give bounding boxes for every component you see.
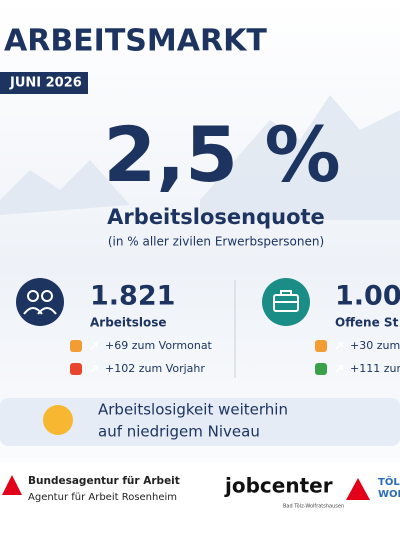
- change-arrow: [335, 365, 343, 373]
- change-icon: [315, 340, 327, 352]
- stat-label: Offene St: [335, 316, 399, 330]
- people-icon: [16, 278, 64, 326]
- headline-label: Arbeitslosenquote: [107, 205, 325, 229]
- banner: [0, 398, 400, 446]
- change-icon: [315, 363, 327, 375]
- mountains-left: [0, 160, 130, 215]
- badge: [0, 72, 88, 94]
- footer: [0, 462, 400, 533]
- people-glyph: [23, 290, 57, 315]
- job-glyph: [273, 290, 299, 312]
- banner-text: auf niedrigem Niveau: [98, 423, 260, 441]
- stat-label: Arbeitslose: [90, 316, 167, 330]
- change-text: +30 zum V: [350, 339, 400, 352]
- jobcenter: jobcenter: [224, 474, 333, 498]
- change-icon: [70, 340, 82, 352]
- change-text: +69 zum Vormonat: [105, 339, 213, 352]
- change-icon: [70, 363, 82, 375]
- agency: Bundesagentur für Arbeit: [28, 475, 180, 487]
- sun-icon: [43, 405, 73, 435]
- change-text: +102 zum Vorjahr: [105, 362, 205, 375]
- jobcenter-region: Bad Tölz-Wolfratshausen: [283, 504, 344, 510]
- change-arrow: [90, 342, 98, 350]
- headline-value: 2,5 %: [103, 110, 340, 199]
- banner-text: Arbeitslosigkeit weiterhin: [98, 401, 288, 419]
- stat-value: 1.821: [90, 281, 175, 312]
- change-text: +111 zum V: [350, 362, 400, 375]
- district: WOR: [378, 489, 400, 500]
- mountains: [200, 95, 400, 220]
- change-arrow: [335, 342, 343, 350]
- jc-logo: [346, 478, 370, 500]
- district: TÖL: [378, 474, 400, 488]
- badge-text: JUNI 2026: [9, 76, 82, 91]
- stat-value: 1.00: [335, 281, 400, 312]
- headline-note: (in % aller zivilen Erwerbspersonen): [108, 235, 324, 249]
- office: Agentur für Arbeit Rosenheim: [28, 492, 177, 503]
- change-arrow: [90, 365, 98, 373]
- ba-logo: [2, 475, 22, 495]
- title: ARBEITSMARKT: [4, 24, 267, 59]
